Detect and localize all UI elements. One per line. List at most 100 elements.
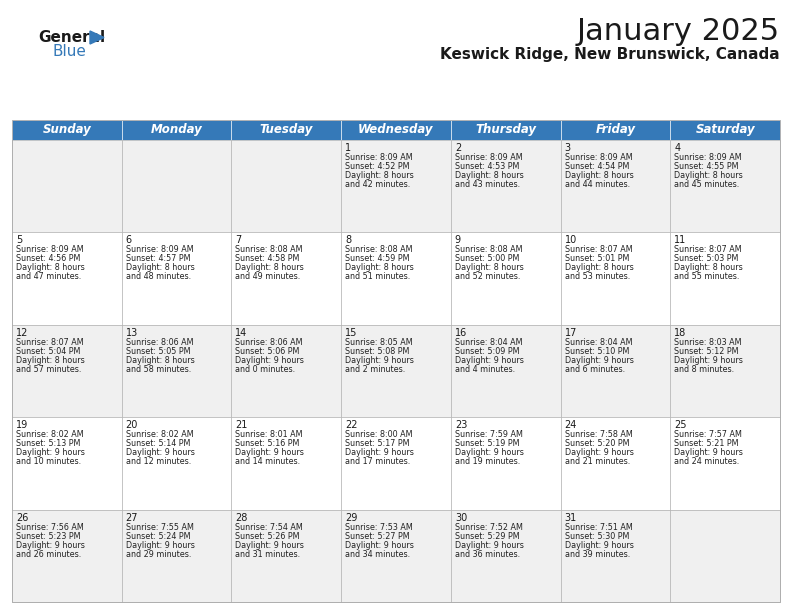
Bar (341, 233, 451, 325)
Text: 28: 28 (235, 513, 248, 523)
Text: Daylight: 9 hours: Daylight: 9 hours (674, 356, 743, 365)
Text: 31: 31 (565, 513, 577, 523)
Bar (231, 120, 341, 140)
Text: 11: 11 (674, 236, 687, 245)
Text: and 8 minutes.: and 8 minutes. (674, 365, 734, 374)
Text: Sunset: 5:06 PM: Sunset: 5:06 PM (235, 347, 300, 356)
Text: Sunrise: 8:09 AM: Sunrise: 8:09 AM (345, 153, 413, 162)
Text: Sunrise: 8:09 AM: Sunrise: 8:09 AM (674, 153, 742, 162)
Bar (12, 233, 122, 325)
Text: Sunset: 4:57 PM: Sunset: 4:57 PM (126, 255, 190, 263)
Text: Sunrise: 7:55 AM: Sunrise: 7:55 AM (126, 523, 193, 532)
Bar (12, 140, 122, 233)
Text: and 47 minutes.: and 47 minutes. (16, 272, 82, 282)
Text: and 53 minutes.: and 53 minutes. (565, 272, 630, 282)
Text: Sunrise: 8:08 AM: Sunrise: 8:08 AM (345, 245, 413, 255)
Text: 16: 16 (455, 328, 467, 338)
Text: Sunrise: 8:09 AM: Sunrise: 8:09 AM (126, 245, 193, 255)
Bar (670, 510, 780, 602)
Text: Sunset: 5:14 PM: Sunset: 5:14 PM (126, 439, 190, 448)
Text: and 26 minutes.: and 26 minutes. (16, 550, 82, 559)
Text: Sunday: Sunday (43, 124, 91, 136)
Text: Daylight: 9 hours: Daylight: 9 hours (235, 540, 304, 550)
Text: Blue: Blue (52, 44, 86, 59)
Text: 9: 9 (455, 236, 461, 245)
Text: Daylight: 8 hours: Daylight: 8 hours (674, 171, 743, 180)
Text: 26: 26 (16, 513, 29, 523)
Text: Sunrise: 8:09 AM: Sunrise: 8:09 AM (455, 153, 523, 162)
Text: Sunset: 5:12 PM: Sunset: 5:12 PM (674, 347, 739, 356)
Text: and 55 minutes.: and 55 minutes. (674, 272, 740, 282)
Text: and 6 minutes.: and 6 minutes. (565, 365, 625, 374)
Text: Sunset: 4:56 PM: Sunset: 4:56 PM (16, 255, 80, 263)
Bar (451, 233, 561, 325)
Text: Sunrise: 7:52 AM: Sunrise: 7:52 AM (455, 523, 523, 532)
Text: Daylight: 9 hours: Daylight: 9 hours (455, 448, 524, 457)
Text: Sunrise: 7:54 AM: Sunrise: 7:54 AM (235, 523, 303, 532)
Text: 30: 30 (455, 513, 467, 523)
Bar (12, 417, 122, 510)
Text: Sunset: 5:17 PM: Sunset: 5:17 PM (345, 439, 409, 448)
Text: Sunrise: 8:06 AM: Sunrise: 8:06 AM (235, 338, 303, 347)
Bar (341, 417, 451, 510)
Text: Sunset: 5:01 PM: Sunset: 5:01 PM (565, 255, 629, 263)
Bar (122, 417, 231, 510)
Text: 27: 27 (126, 513, 139, 523)
Text: Sunset: 5:30 PM: Sunset: 5:30 PM (565, 532, 629, 540)
Text: Daylight: 9 hours: Daylight: 9 hours (565, 540, 634, 550)
Text: 21: 21 (235, 420, 248, 430)
Bar (561, 417, 670, 510)
Text: Daylight: 9 hours: Daylight: 9 hours (345, 356, 414, 365)
Bar (561, 140, 670, 233)
Text: Sunset: 5:00 PM: Sunset: 5:00 PM (455, 255, 520, 263)
Text: Daylight: 9 hours: Daylight: 9 hours (345, 448, 414, 457)
Text: 19: 19 (16, 420, 29, 430)
Text: Daylight: 9 hours: Daylight: 9 hours (126, 540, 195, 550)
Polygon shape (90, 31, 104, 44)
Text: and 52 minutes.: and 52 minutes. (455, 272, 520, 282)
Text: Sunset: 5:03 PM: Sunset: 5:03 PM (674, 255, 739, 263)
Text: Daylight: 9 hours: Daylight: 9 hours (235, 356, 304, 365)
Text: 7: 7 (235, 236, 242, 245)
Text: 18: 18 (674, 328, 687, 338)
Text: Friday: Friday (596, 124, 635, 136)
Bar (231, 417, 341, 510)
Text: and 31 minutes.: and 31 minutes. (235, 550, 300, 559)
Text: and 2 minutes.: and 2 minutes. (345, 365, 406, 374)
Text: Sunset: 5:27 PM: Sunset: 5:27 PM (345, 532, 409, 540)
Text: 12: 12 (16, 328, 29, 338)
Text: Sunrise: 8:02 AM: Sunrise: 8:02 AM (16, 430, 84, 439)
Text: and 43 minutes.: and 43 minutes. (455, 180, 520, 189)
Text: Sunset: 4:53 PM: Sunset: 4:53 PM (455, 162, 520, 171)
Text: Daylight: 8 hours: Daylight: 8 hours (674, 263, 743, 272)
Text: 2: 2 (455, 143, 461, 153)
Text: Sunrise: 8:04 AM: Sunrise: 8:04 AM (455, 338, 523, 347)
Text: Daylight: 9 hours: Daylight: 9 hours (565, 448, 634, 457)
Text: Wednesday: Wednesday (358, 124, 434, 136)
Bar (561, 120, 670, 140)
Text: Sunrise: 7:53 AM: Sunrise: 7:53 AM (345, 523, 413, 532)
Text: 23: 23 (455, 420, 467, 430)
Text: General: General (38, 30, 105, 45)
Text: Daylight: 9 hours: Daylight: 9 hours (455, 356, 524, 365)
Text: January 2025: January 2025 (577, 17, 780, 46)
Text: Sunrise: 8:01 AM: Sunrise: 8:01 AM (235, 430, 303, 439)
Bar (122, 140, 231, 233)
Text: Daylight: 8 hours: Daylight: 8 hours (16, 356, 85, 365)
Text: Daylight: 9 hours: Daylight: 9 hours (16, 448, 85, 457)
Bar (231, 510, 341, 602)
Bar (561, 510, 670, 602)
Text: Daylight: 9 hours: Daylight: 9 hours (126, 448, 195, 457)
Text: 10: 10 (565, 236, 577, 245)
Text: and 45 minutes.: and 45 minutes. (674, 180, 740, 189)
Text: 13: 13 (126, 328, 138, 338)
Text: 3: 3 (565, 143, 571, 153)
Text: and 21 minutes.: and 21 minutes. (565, 457, 630, 466)
Text: Daylight: 9 hours: Daylight: 9 hours (235, 448, 304, 457)
Text: Daylight: 8 hours: Daylight: 8 hours (235, 263, 304, 272)
Bar (122, 510, 231, 602)
Text: Daylight: 8 hours: Daylight: 8 hours (126, 356, 195, 365)
Text: Daylight: 8 hours: Daylight: 8 hours (345, 171, 414, 180)
Text: Keswick Ridge, New Brunswick, Canada: Keswick Ridge, New Brunswick, Canada (440, 47, 780, 62)
Text: Sunset: 4:55 PM: Sunset: 4:55 PM (674, 162, 739, 171)
